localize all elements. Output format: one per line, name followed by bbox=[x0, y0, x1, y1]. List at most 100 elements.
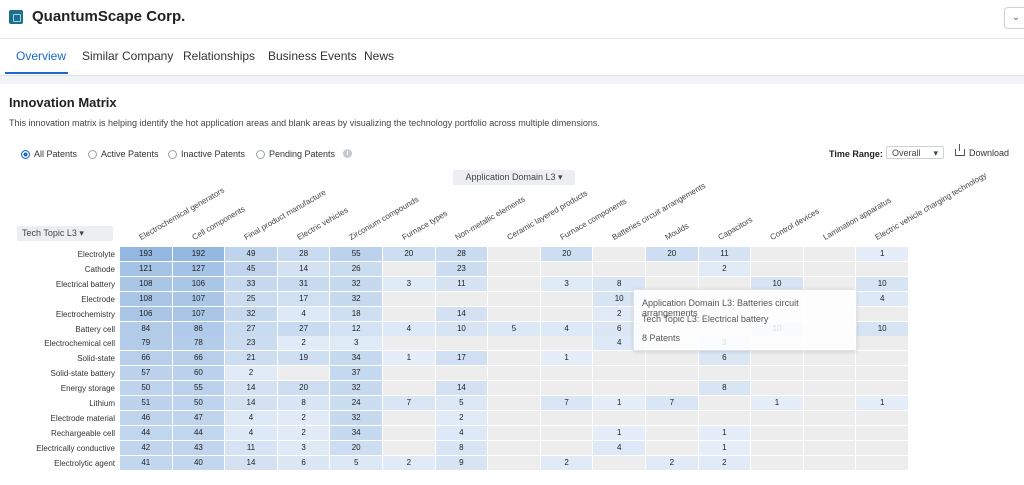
matrix-cell[interactable] bbox=[436, 336, 488, 350]
matrix-cell[interactable]: 14 bbox=[436, 307, 488, 321]
matrix-cell[interactable]: 8 bbox=[436, 441, 488, 455]
matrix-cell[interactable]: 66 bbox=[173, 351, 225, 365]
matrix-cell[interactable]: 19 bbox=[278, 351, 330, 365]
matrix-cell[interactable]: 4 bbox=[436, 426, 488, 440]
matrix-cell[interactable]: 1 bbox=[856, 396, 908, 410]
matrix-cell[interactable]: 1 bbox=[593, 426, 645, 440]
matrix-cell[interactable] bbox=[751, 247, 803, 261]
matrix-cell[interactable] bbox=[804, 441, 856, 455]
matrix-cell[interactable]: 1 bbox=[699, 441, 751, 455]
matrix-cell[interactable]: 17 bbox=[278, 292, 330, 306]
matrix-cell[interactable]: 4 bbox=[225, 426, 277, 440]
matrix-cell[interactable]: 25 bbox=[225, 292, 277, 306]
matrix-cell[interactable] bbox=[804, 426, 856, 440]
matrix-cell[interactable]: 78 bbox=[173, 336, 225, 350]
matrix-cell[interactable]: 10 bbox=[856, 277, 908, 291]
matrix-cell[interactable]: 46 bbox=[120, 411, 172, 425]
matrix-cell[interactable]: 43 bbox=[173, 441, 225, 455]
matrix-cell[interactable]: 14 bbox=[225, 396, 277, 410]
matrix-cell[interactable]: 31 bbox=[278, 277, 330, 291]
matrix-cell[interactable]: 2 bbox=[436, 411, 488, 425]
matrix-cell[interactable] bbox=[436, 366, 488, 380]
matrix-cell[interactable]: 106 bbox=[173, 277, 225, 291]
matrix-cell[interactable]: 7 bbox=[383, 396, 435, 410]
matrix-cell[interactable] bbox=[646, 262, 698, 276]
matrix-cell[interactable] bbox=[541, 441, 593, 455]
matrix-cell[interactable]: 24 bbox=[330, 396, 382, 410]
matrix-cell[interactable] bbox=[488, 351, 540, 365]
matrix-cell[interactable]: 84 bbox=[120, 322, 172, 336]
matrix-cell[interactable] bbox=[593, 381, 645, 395]
matrix-cell[interactable] bbox=[804, 396, 856, 410]
matrix-cell[interactable]: 17 bbox=[436, 351, 488, 365]
matrix-cell[interactable]: 10 bbox=[436, 322, 488, 336]
tech-topic-selector[interactable]: Tech Topic L3 ▾ bbox=[17, 226, 113, 241]
matrix-cell[interactable]: 5 bbox=[488, 322, 540, 336]
matrix-cell[interactable]: 107 bbox=[173, 307, 225, 321]
matrix-cell[interactable]: 4 bbox=[541, 322, 593, 336]
matrix-cell[interactable]: 7 bbox=[646, 396, 698, 410]
matrix-cell[interactable]: 4 bbox=[383, 322, 435, 336]
matrix-cell[interactable]: 37 bbox=[330, 366, 382, 380]
matrix-cell[interactable] bbox=[488, 456, 540, 470]
matrix-cell[interactable] bbox=[383, 292, 435, 306]
matrix-cell[interactable]: 8 bbox=[278, 396, 330, 410]
matrix-cell[interactable] bbox=[541, 307, 593, 321]
matrix-cell[interactable]: 49 bbox=[225, 247, 277, 261]
matrix-cell[interactable] bbox=[856, 336, 908, 350]
time-range-select[interactable]: Overall bbox=[886, 146, 944, 159]
matrix-cell[interactable]: 40 bbox=[173, 456, 225, 470]
matrix-cell[interactable] bbox=[593, 456, 645, 470]
matrix-cell[interactable] bbox=[383, 262, 435, 276]
matrix-cell[interactable]: 86 bbox=[173, 322, 225, 336]
matrix-cell[interactable]: 44 bbox=[120, 426, 172, 440]
matrix-cell[interactable] bbox=[541, 411, 593, 425]
matrix-cell[interactable] bbox=[488, 262, 540, 276]
matrix-cell[interactable]: 14 bbox=[225, 381, 277, 395]
matrix-cell[interactable]: 2 bbox=[225, 366, 277, 380]
matrix-cell[interactable]: 6 bbox=[278, 456, 330, 470]
matrix-cell[interactable]: 28 bbox=[436, 247, 488, 261]
matrix-cell[interactable] bbox=[278, 366, 330, 380]
matrix-cell[interactable] bbox=[593, 262, 645, 276]
matrix-cell[interactable]: 14 bbox=[278, 262, 330, 276]
matrix-cell[interactable]: 20 bbox=[646, 247, 698, 261]
matrix-cell[interactable] bbox=[646, 426, 698, 440]
matrix-cell[interactable] bbox=[751, 426, 803, 440]
matrix-cell[interactable]: 34 bbox=[330, 426, 382, 440]
matrix-cell[interactable]: 27 bbox=[225, 322, 277, 336]
matrix-cell[interactable]: 18 bbox=[330, 307, 382, 321]
matrix-cell[interactable]: 2 bbox=[278, 426, 330, 440]
matrix-cell[interactable]: 6 bbox=[699, 351, 751, 365]
matrix-cell[interactable]: 8 bbox=[699, 381, 751, 395]
matrix-cell[interactable] bbox=[488, 307, 540, 321]
matrix-cell[interactable] bbox=[383, 426, 435, 440]
matrix-cell[interactable] bbox=[541, 426, 593, 440]
matrix-cell[interactable] bbox=[488, 292, 540, 306]
matrix-cell[interactable] bbox=[541, 292, 593, 306]
matrix-cell[interactable]: 107 bbox=[173, 292, 225, 306]
matrix-cell[interactable] bbox=[436, 292, 488, 306]
matrix-cell[interactable]: 1 bbox=[541, 351, 593, 365]
matrix-cell[interactable]: 2 bbox=[383, 456, 435, 470]
matrix-cell[interactable]: 1 bbox=[856, 247, 908, 261]
tab-overview[interactable]: Overview bbox=[16, 49, 66, 63]
matrix-cell[interactable]: 106 bbox=[120, 307, 172, 321]
matrix-cell[interactable]: 2 bbox=[278, 411, 330, 425]
matrix-cell[interactable]: 11 bbox=[699, 247, 751, 261]
matrix-cell[interactable] bbox=[593, 411, 645, 425]
matrix-cell[interactable] bbox=[856, 411, 908, 425]
matrix-cell[interactable] bbox=[804, 411, 856, 425]
matrix-cell[interactable] bbox=[699, 411, 751, 425]
info-icon[interactable]: i bbox=[343, 149, 352, 158]
matrix-cell[interactable]: 121 bbox=[120, 262, 172, 276]
matrix-cell[interactable]: 20 bbox=[330, 441, 382, 455]
matrix-cell[interactable]: 50 bbox=[120, 381, 172, 395]
matrix-cell[interactable] bbox=[856, 441, 908, 455]
chevron-down-icon[interactable]: ⌄ bbox=[1004, 7, 1024, 29]
matrix-cell[interactable] bbox=[541, 381, 593, 395]
matrix-cell[interactable]: 3 bbox=[541, 277, 593, 291]
matrix-cell[interactable]: 14 bbox=[436, 381, 488, 395]
matrix-cell[interactable] bbox=[751, 381, 803, 395]
matrix-cell[interactable]: 1 bbox=[751, 396, 803, 410]
